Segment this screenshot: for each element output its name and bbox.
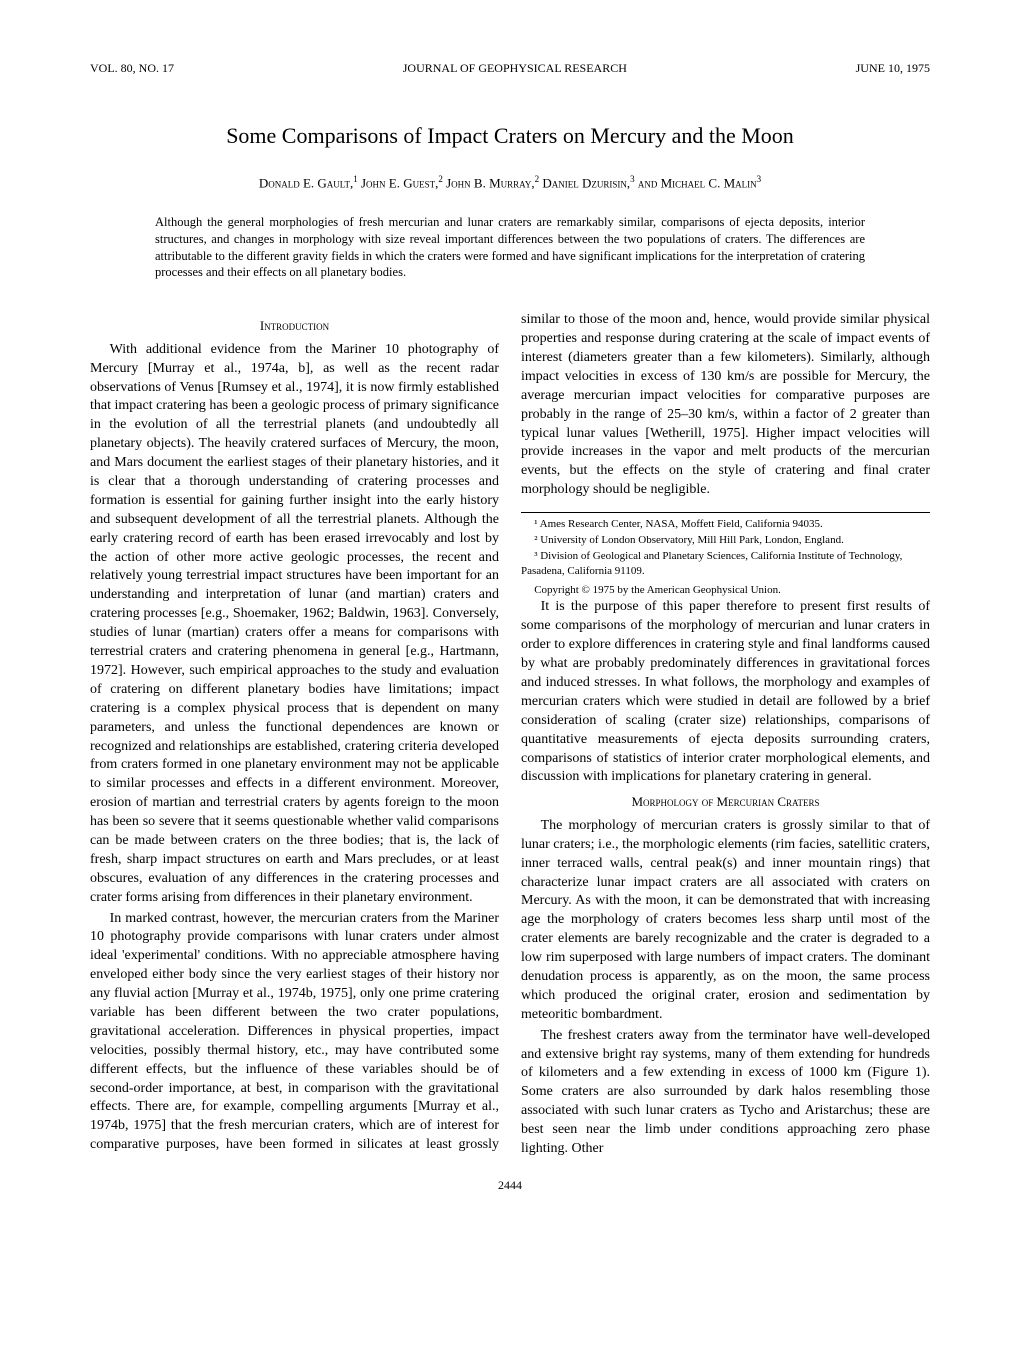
footnote-1: ¹ Ames Research Center, NASA, Moffett Fi… <box>521 517 930 532</box>
intro-paragraph-1: With additional evidence from the Marine… <box>90 341 499 908</box>
header-journal: JOURNAL OF GEOPHYSICAL RESEARCH <box>403 60 627 76</box>
morph-paragraph-2: The freshest craters away from the termi… <box>521 1027 930 1159</box>
footnote-block: ¹ Ames Research Center, NASA, Moffett Fi… <box>521 512 930 597</box>
header-date: JUNE 10, 1975 <box>856 60 930 76</box>
footnote-3: ³ Division of Geological and Planetary S… <box>521 549 930 579</box>
footnote-2: ² University of London Observatory, Mill… <box>521 533 930 548</box>
article-title: Some Comparisons of Impact Craters on Me… <box>90 121 930 151</box>
copyright-line: Copyright © 1975 by the American Geophys… <box>521 583 930 598</box>
intro-paragraph-3: It is the purpose of this paper therefor… <box>521 598 930 787</box>
morph-paragraph-1: The morphology of mercurian craters is g… <box>521 817 930 1025</box>
header-volume: VOL. 80, NO. 17 <box>90 60 174 76</box>
running-header: VOL. 80, NO. 17 JOURNAL OF GEOPHYSICAL R… <box>90 60 930 76</box>
section-heading-morphology: Morphology of Mercurian Craters <box>521 793 930 811</box>
page-number: 2444 <box>90 1177 930 1193</box>
body-columns: Introduction With additional evidence fr… <box>90 311 930 1159</box>
section-heading-introduction: Introduction <box>90 317 499 335</box>
author-line: Donald E. Gault,1 John E. Guest,2 John B… <box>90 173 930 192</box>
abstract-text: Although the general morphologies of fre… <box>155 214 865 282</box>
